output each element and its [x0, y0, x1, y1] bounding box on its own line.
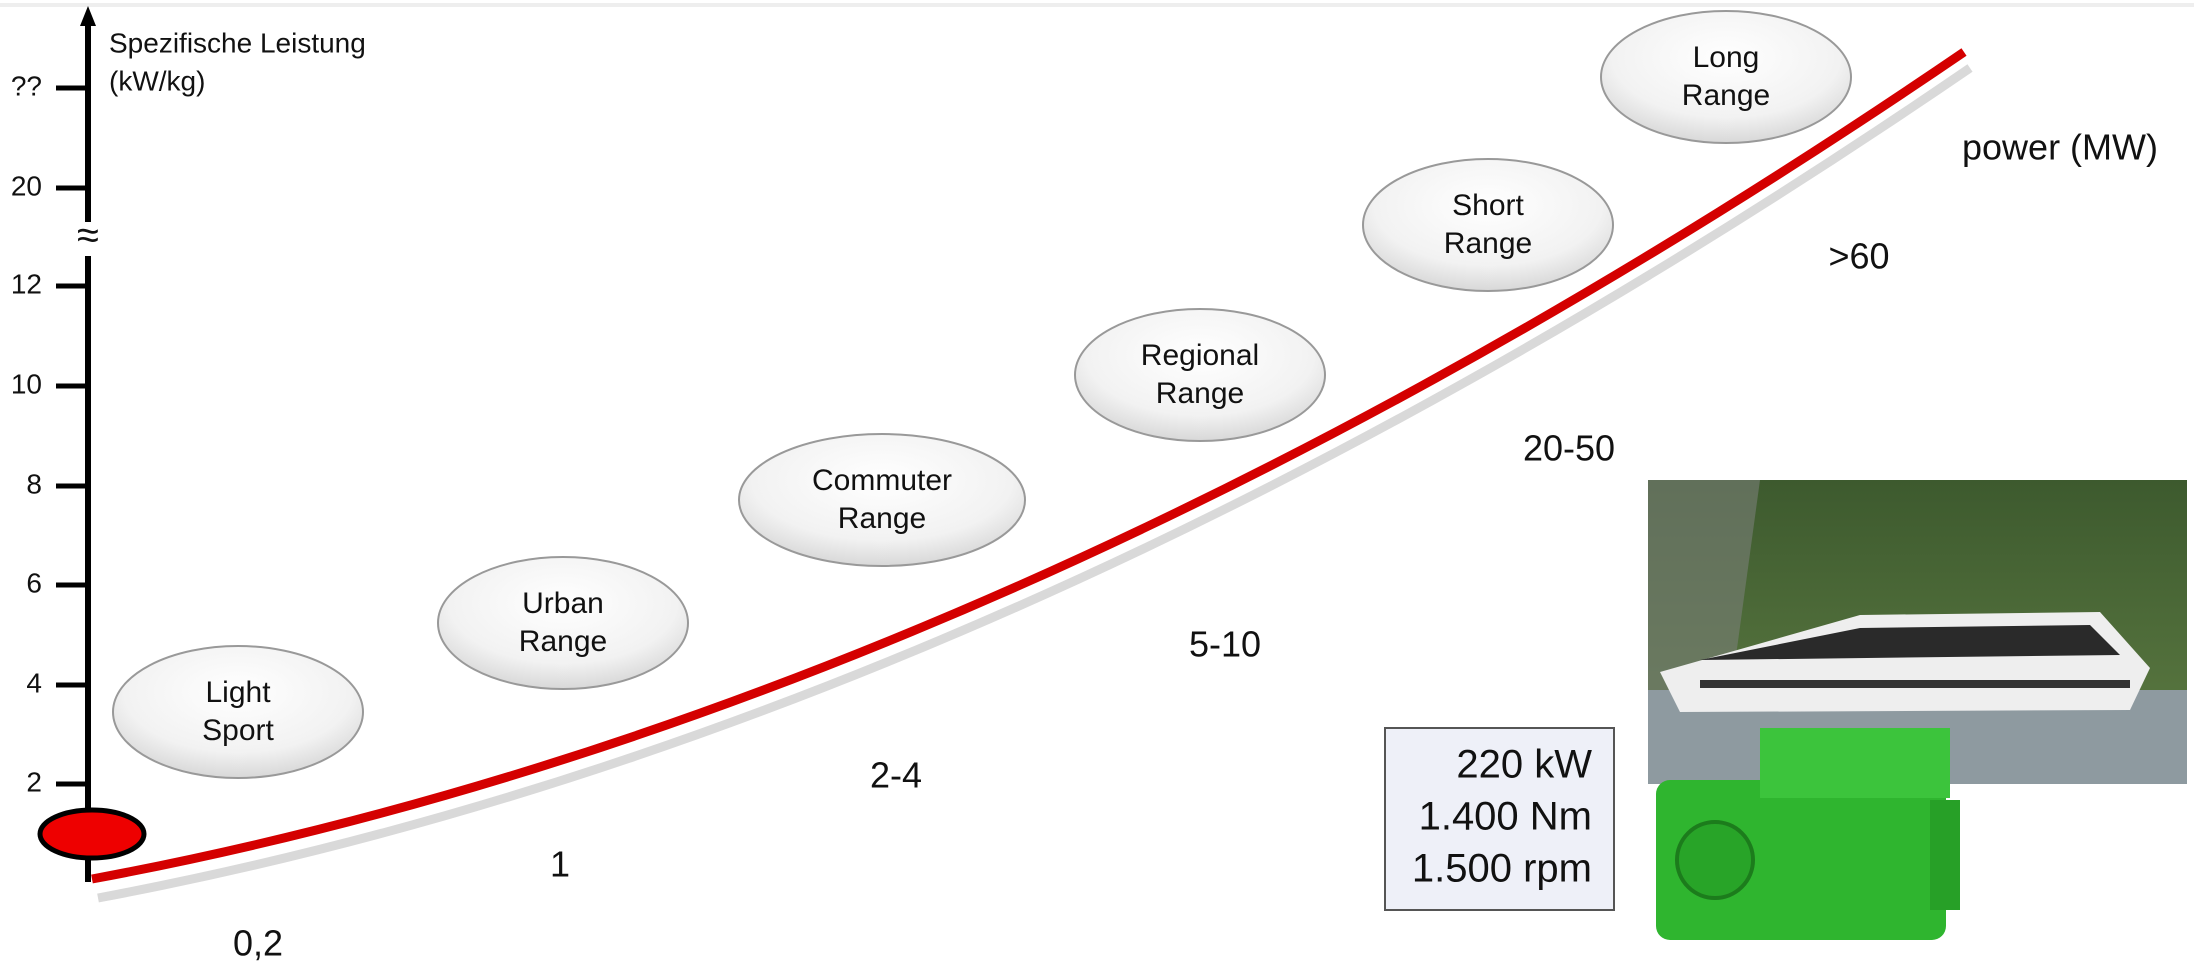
tick-label: 6 — [26, 567, 42, 598]
tick-label: 12 — [11, 268, 42, 299]
power-label: 1 — [550, 844, 570, 885]
range-ellipse — [1074, 308, 1326, 442]
power-label: 20-50 — [1523, 428, 1615, 469]
axis-break-bg — [70, 222, 106, 256]
spec-lines: 220 kW 1.400 Nm 1.500 rpm — [1412, 743, 1592, 891]
range-ellipse — [437, 556, 689, 690]
spec-line: 1.400 Nm — [1419, 795, 1592, 839]
range-label: Range — [838, 502, 926, 535]
range-label: Range — [519, 625, 607, 658]
range-label: Light — [205, 676, 271, 709]
range-label: Long — [1693, 41, 1760, 74]
range-label: Sport — [202, 714, 274, 747]
range-label: Urban — [522, 587, 604, 620]
axis-title: (kW/kg) — [109, 65, 205, 96]
power-label: 2-4 — [870, 755, 922, 796]
categories: Light Sport 0,2 Urban Range 1 Commuter Range 2-4… — [112, 10, 1890, 964]
tick-label: 2 — [26, 766, 42, 797]
tick-label: 8 — [26, 468, 42, 499]
spec-line: 1.500 rpm — [1412, 847, 1592, 891]
tick-label: 10 — [11, 368, 42, 399]
range-ellipse — [1600, 10, 1852, 144]
range-ellipse — [738, 433, 1026, 567]
range-label: Range — [1682, 79, 1770, 112]
ticks: ?? 20 12 10 8 6 4 2 — [11, 70, 88, 797]
start-marker — [37, 807, 147, 861]
x-axis-title: power (MW) — [1962, 127, 2158, 168]
spec-line: 220 kW — [1456, 743, 1592, 787]
axis-title: Spezifische Leistung — [109, 27, 366, 58]
range-label: Short — [1452, 189, 1524, 222]
range-label: Range — [1156, 377, 1244, 410]
range-label: Commuter — [812, 464, 952, 497]
motor-image — [1656, 728, 1960, 940]
tick-label: 20 — [11, 170, 42, 201]
range-ellipse — [1362, 158, 1614, 292]
axis-break: ≈ — [77, 214, 99, 258]
curve-shadow — [97, 64, 1973, 903]
range-label: Regional — [1141, 339, 1259, 372]
tick-label: 4 — [26, 667, 42, 698]
spec-box — [1384, 727, 1615, 911]
power-label: 0,2 — [233, 923, 283, 964]
range-ellipse — [112, 645, 364, 779]
power-label: >60 — [1828, 236, 1889, 277]
power-label: 5-10 — [1189, 624, 1261, 665]
range-label: Range — [1444, 227, 1532, 260]
axis-arrow — [80, 6, 96, 26]
curve — [91, 48, 1967, 884]
ship-photo — [1648, 480, 2187, 784]
tick-label: ?? — [11, 70, 42, 101]
